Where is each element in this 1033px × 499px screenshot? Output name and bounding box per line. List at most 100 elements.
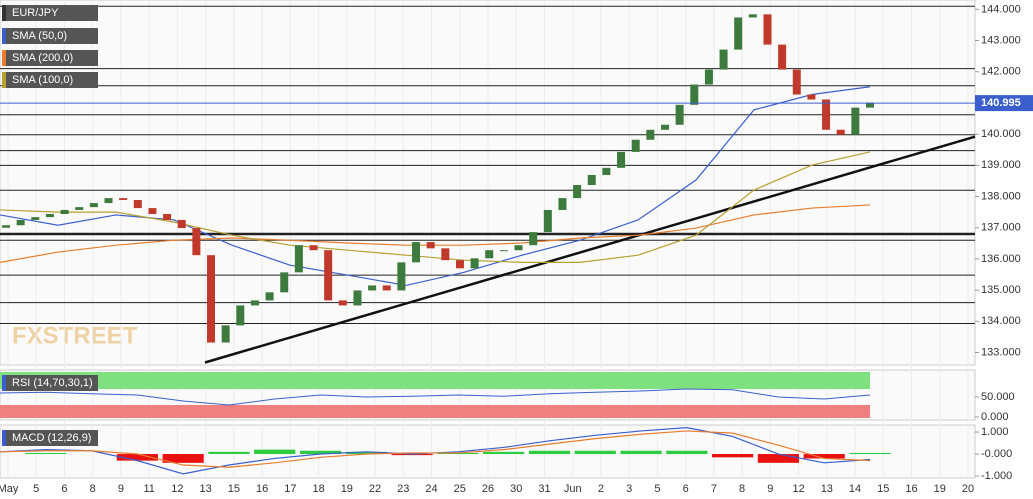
candle — [704, 69, 713, 85]
candle — [836, 129, 845, 135]
rsi-line — [0, 388, 871, 406]
legend-label: SMA (100,0) — [12, 74, 73, 86]
candle — [192, 228, 201, 256]
histogram-bar — [803, 454, 845, 459]
x-tick-label: 11 — [143, 483, 154, 495]
candle — [163, 214, 172, 220]
legend-label: SMA (50,0) — [12, 30, 67, 42]
x-tick-label: 12 — [171, 483, 183, 495]
candle — [470, 258, 479, 269]
candle — [382, 285, 391, 291]
candle — [265, 292, 274, 301]
histogram-bar — [25, 452, 67, 455]
y-tick-label: 137.000 — [981, 222, 1021, 234]
histogram-bar — [483, 451, 525, 455]
legend-box — [2, 5, 98, 21]
candle — [397, 262, 406, 291]
candle — [763, 14, 772, 45]
x-tick-label: 6 — [61, 483, 67, 495]
legend-box — [2, 50, 98, 66]
y-tick-label: 142.000 — [981, 66, 1021, 78]
candle — [807, 94, 816, 100]
legend-swatch — [2, 72, 6, 88]
last-price-label: 140.995 — [981, 97, 1021, 109]
candle — [221, 325, 230, 343]
candle — [631, 139, 640, 152]
candle — [514, 245, 523, 251]
histogram-bar — [620, 450, 662, 455]
x-tick-label: 23 — [397, 483, 409, 495]
histogram-bar — [574, 450, 616, 455]
candle — [119, 198, 128, 200]
last-price-box — [975, 95, 1033, 112]
y-tick-label: 0.000 — [981, 411, 1009, 423]
y-tick-label: 136.000 — [981, 253, 1021, 265]
histogram-bar — [712, 454, 754, 458]
x-tick-label: 20 — [962, 483, 974, 495]
x-tick-label: 3 — [626, 483, 632, 495]
sma-line — [0, 204, 871, 263]
histogram-bar — [757, 454, 800, 463]
y-tick-label: 1.000 — [981, 426, 1009, 438]
candle — [660, 124, 669, 130]
y-tick-label: -0.000 — [981, 448, 1012, 460]
x-tick-label: 15 — [228, 483, 240, 495]
histogram-bar — [666, 450, 708, 455]
x-tick-label: 31 — [538, 483, 550, 495]
histogram-bar — [528, 450, 571, 455]
candle — [177, 219, 186, 229]
candle — [104, 198, 113, 204]
watermark: FXSTREET — [12, 322, 138, 349]
y-tick-label: 138.000 — [981, 190, 1021, 202]
x-tick-label: 15 — [877, 483, 889, 495]
y-tick-label: 140.000 — [981, 128, 1021, 140]
candle — [558, 198, 567, 210]
y-tick-label: 133.000 — [981, 346, 1021, 358]
candle — [748, 14, 757, 18]
x-tick-label: May — [0, 483, 19, 495]
candle — [294, 245, 303, 273]
x-tick-label: 13 — [821, 483, 833, 495]
x-tick-label: 26 — [482, 483, 494, 495]
legend-box — [2, 430, 98, 446]
candle — [822, 99, 831, 130]
candle — [778, 44, 787, 70]
histogram-bar — [849, 452, 891, 455]
histogram-bar — [345, 451, 387, 455]
macd-line — [0, 430, 871, 468]
candle — [529, 232, 538, 246]
histogram-bar — [299, 450, 342, 455]
candle — [280, 272, 289, 293]
oversold-band — [0, 405, 870, 418]
candle — [133, 199, 142, 209]
trendline — [204, 135, 976, 364]
candle — [675, 104, 684, 125]
candle — [719, 49, 728, 70]
legend-label: EUR/JPY — [12, 7, 59, 19]
x-tick-label: 5 — [33, 483, 39, 495]
candle — [499, 250, 508, 252]
legend-box — [2, 72, 98, 88]
x-tick-label: 7 — [711, 483, 717, 495]
legend-swatch — [2, 50, 6, 66]
legend-label: MACD (12,26,9) — [12, 432, 91, 444]
candle — [734, 17, 743, 50]
y-tick-label: 50.000 — [981, 391, 1015, 403]
candle — [207, 255, 216, 343]
candle — [60, 209, 69, 215]
sma-line — [0, 151, 871, 263]
x-tick-label: 16 — [905, 483, 917, 495]
candle — [89, 203, 98, 208]
x-tick-label: 8 — [90, 483, 96, 495]
y-tick-label: 144.000 — [981, 3, 1021, 15]
x-tick-label: 17 — [284, 483, 296, 495]
candle — [441, 248, 450, 261]
legend-swatch — [2, 5, 6, 21]
candle — [851, 107, 860, 135]
x-tick-label: 18 — [312, 483, 324, 495]
legend-box — [2, 375, 98, 391]
candle — [250, 300, 259, 306]
histogram-bar — [254, 449, 296, 455]
x-tick-label: Jun — [564, 483, 582, 495]
